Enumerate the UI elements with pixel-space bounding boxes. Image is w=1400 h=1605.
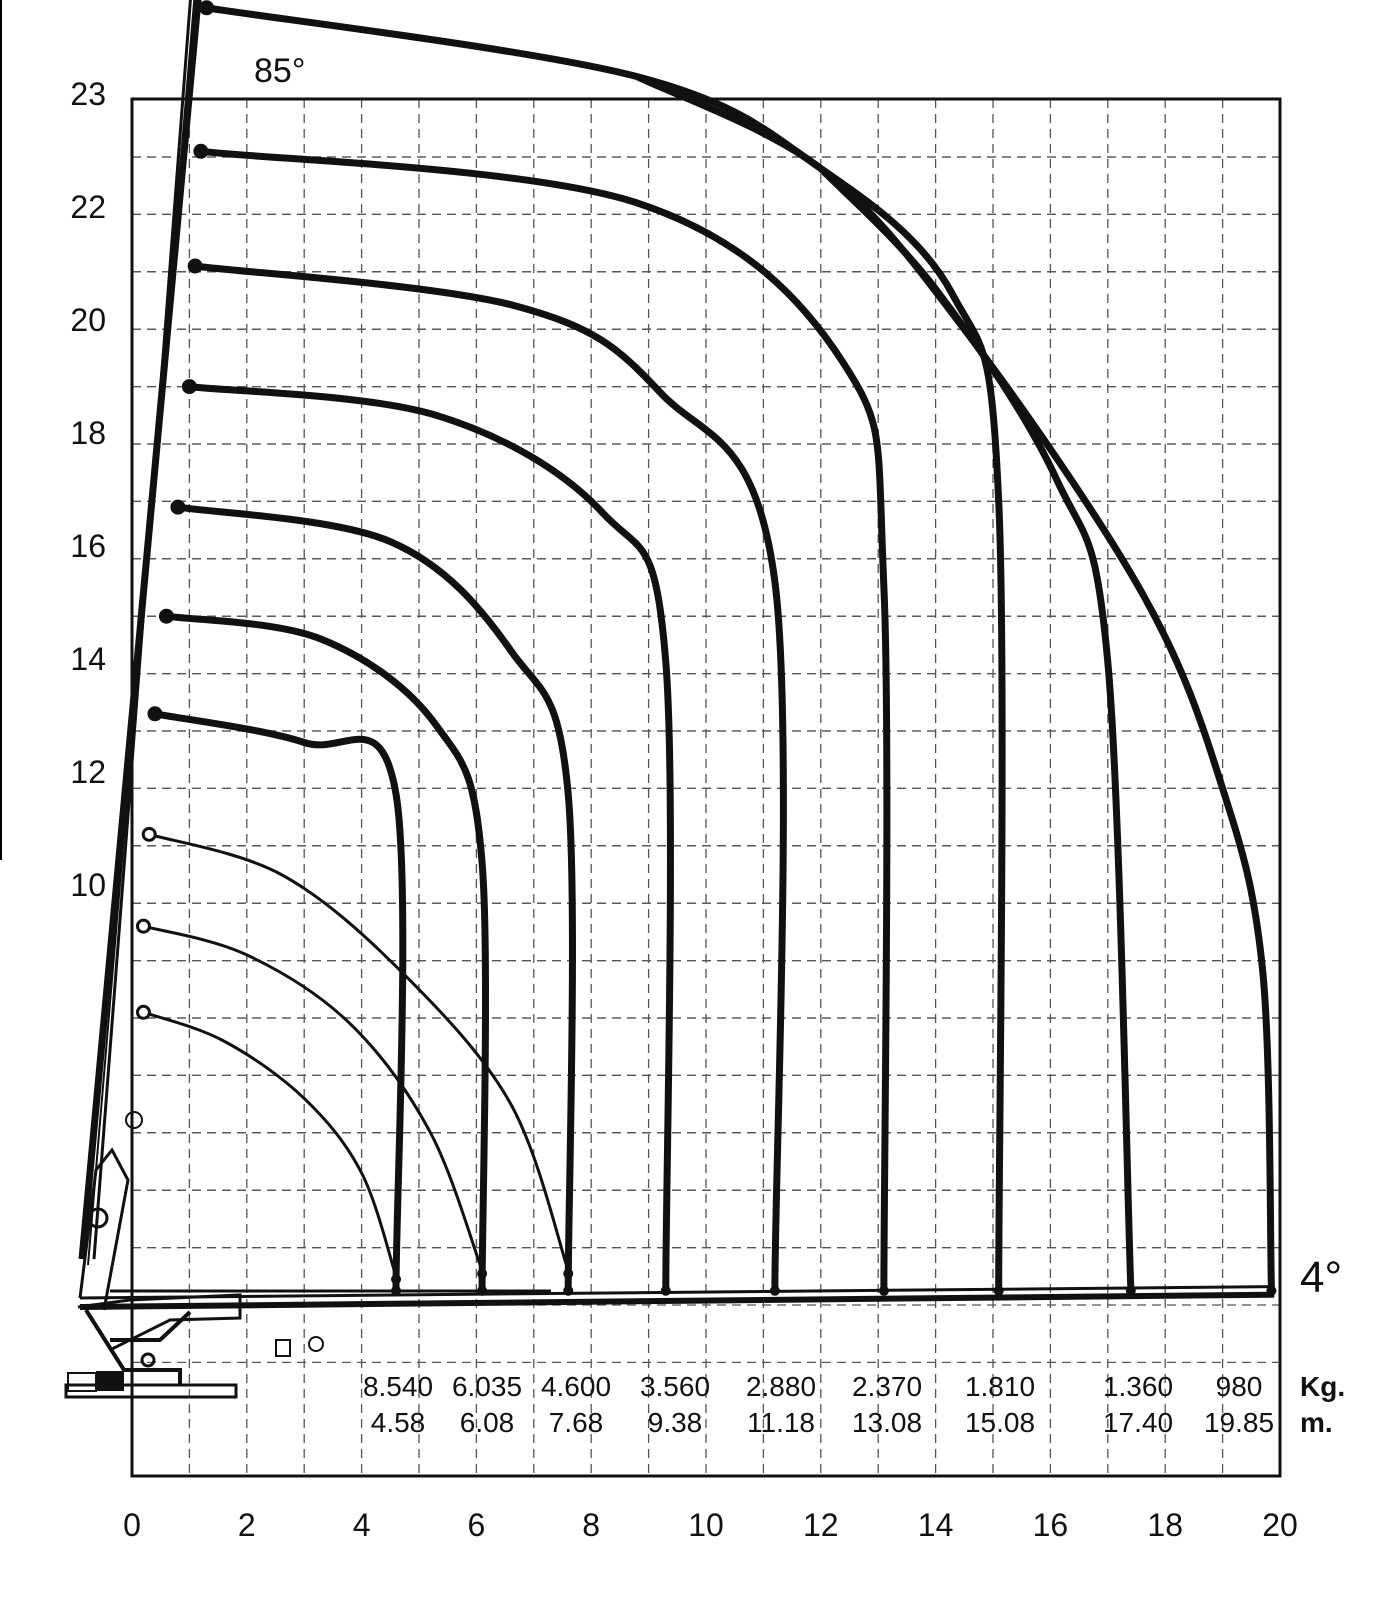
y-tick-label: 10 xyxy=(70,867,106,903)
envelope-line-7 xyxy=(188,383,674,1288)
x-tick-label: 18 xyxy=(1147,1507,1183,1543)
envelope-line-3 xyxy=(148,832,570,1272)
envelope-series xyxy=(135,0,1277,1296)
envelope-start-point xyxy=(170,499,186,515)
x-tick-label: 20 xyxy=(1262,1507,1298,1543)
y-tick-label: 12 xyxy=(70,754,106,790)
envelope-line-12 xyxy=(635,73,1275,1288)
capacity-load-label: 2.370 xyxy=(852,1371,922,1402)
capacity-load-label: 980 xyxy=(1216,1371,1263,1402)
x-tick-label: 6 xyxy=(468,1507,486,1543)
envelope-end-point xyxy=(391,1285,402,1296)
crane-base-drawing xyxy=(64,1111,324,1399)
envelope-start-point xyxy=(187,258,203,274)
y-tick-label: 22 xyxy=(70,189,106,225)
x-tick-label: 8 xyxy=(582,1507,600,1543)
capacity-reach-label: 15.08 xyxy=(965,1407,1035,1438)
x-tick-label: 14 xyxy=(918,1507,954,1543)
capacity-reach-label: 9.38 xyxy=(648,1407,703,1438)
grid xyxy=(132,98,1280,1476)
angle-top-label: 85° xyxy=(254,52,305,90)
y-tick-label: 20 xyxy=(70,302,106,338)
boom-horizontal-top xyxy=(79,1285,1275,1300)
y-tick-label: 18 xyxy=(70,415,106,451)
x-tick-label: 0 xyxy=(123,1507,141,1543)
chart-text: 0 2 4 6 8 10 12 14 16 18 20 10 12 14 16 18 20 22 23 85° 4° 8.… xyxy=(70,52,1345,1543)
envelope-line-5 xyxy=(165,612,490,1288)
x-tick-label: 12 xyxy=(803,1507,839,1543)
capacity-reach-label: 4.58 xyxy=(371,1407,426,1438)
capacity-load-label: 1.810 xyxy=(965,1371,1035,1402)
left-edge-line xyxy=(0,0,2,860)
capacity-load-label: 8.540 xyxy=(363,1371,433,1402)
envelope-start-point xyxy=(135,918,151,934)
envelope-end-point xyxy=(660,1285,671,1296)
y-tick-label: 23 xyxy=(70,76,106,112)
capacity-reach-label: 11.18 xyxy=(747,1407,815,1438)
capacity-load-label: 6.035 xyxy=(452,1371,522,1402)
x-tick-label: 4 xyxy=(353,1507,371,1543)
envelope-start-point xyxy=(135,1004,151,1020)
capacity-load-label: 4.600 xyxy=(541,1371,611,1402)
capacity-load-label: 2.880 xyxy=(746,1371,816,1402)
envelope-end-point xyxy=(1266,1285,1277,1296)
envelope-start-point xyxy=(147,706,163,722)
capacity-load-label: 1.360 xyxy=(1103,1371,1173,1402)
capacity-reach-label: 7.68 xyxy=(549,1407,604,1438)
envelope-start-point xyxy=(141,826,157,842)
envelope-start-point xyxy=(158,608,174,624)
envelope-line-6 xyxy=(177,503,576,1288)
envelope-start-point xyxy=(181,379,197,395)
capacity-reach-label: 13.08 xyxy=(852,1407,922,1438)
capacity-reach-label: 19.85 xyxy=(1204,1407,1274,1438)
crane-boom xyxy=(78,0,1275,1310)
envelope-line-9 xyxy=(200,147,891,1288)
envelope-end-point xyxy=(769,1285,780,1296)
envelope-line-4 xyxy=(154,710,407,1288)
envelope-line-1 xyxy=(143,1010,398,1277)
boom-horizontal xyxy=(79,1291,1275,1310)
envelope-start-point xyxy=(193,143,209,159)
boom-line-mid xyxy=(87,0,196,1266)
capacity-load-label: 3.560 xyxy=(640,1371,710,1402)
envelope-end-point xyxy=(563,1285,574,1296)
envelope-start-point xyxy=(199,0,215,16)
x-tick-label: 10 xyxy=(688,1507,724,1543)
envelope-line-2 xyxy=(143,924,484,1272)
boom-line-inner xyxy=(92,0,192,1260)
capacity-reach-label: 17.40 xyxy=(1103,1407,1173,1438)
envelope-line-8 xyxy=(194,262,787,1288)
envelope-line-10 xyxy=(206,4,1006,1288)
capacity-reach-label: 6.08 xyxy=(460,1407,515,1438)
y-tick-label: 14 xyxy=(70,641,106,677)
unit-load-label: Kg. xyxy=(1300,1371,1345,1402)
boom-line-outer xyxy=(78,0,202,1260)
envelope-end-point xyxy=(993,1285,1004,1296)
unit-reach-label: m. xyxy=(1300,1407,1333,1438)
y-tick-label: 16 xyxy=(70,528,106,564)
envelope-end-point xyxy=(878,1285,889,1296)
envelope-end-point xyxy=(1125,1285,1136,1296)
x-tick-label: 16 xyxy=(1033,1507,1069,1543)
x-tick-label: 2 xyxy=(238,1507,256,1543)
angle-bottom-label: 4° xyxy=(1300,1253,1342,1302)
envelope-end-point xyxy=(477,1285,488,1296)
